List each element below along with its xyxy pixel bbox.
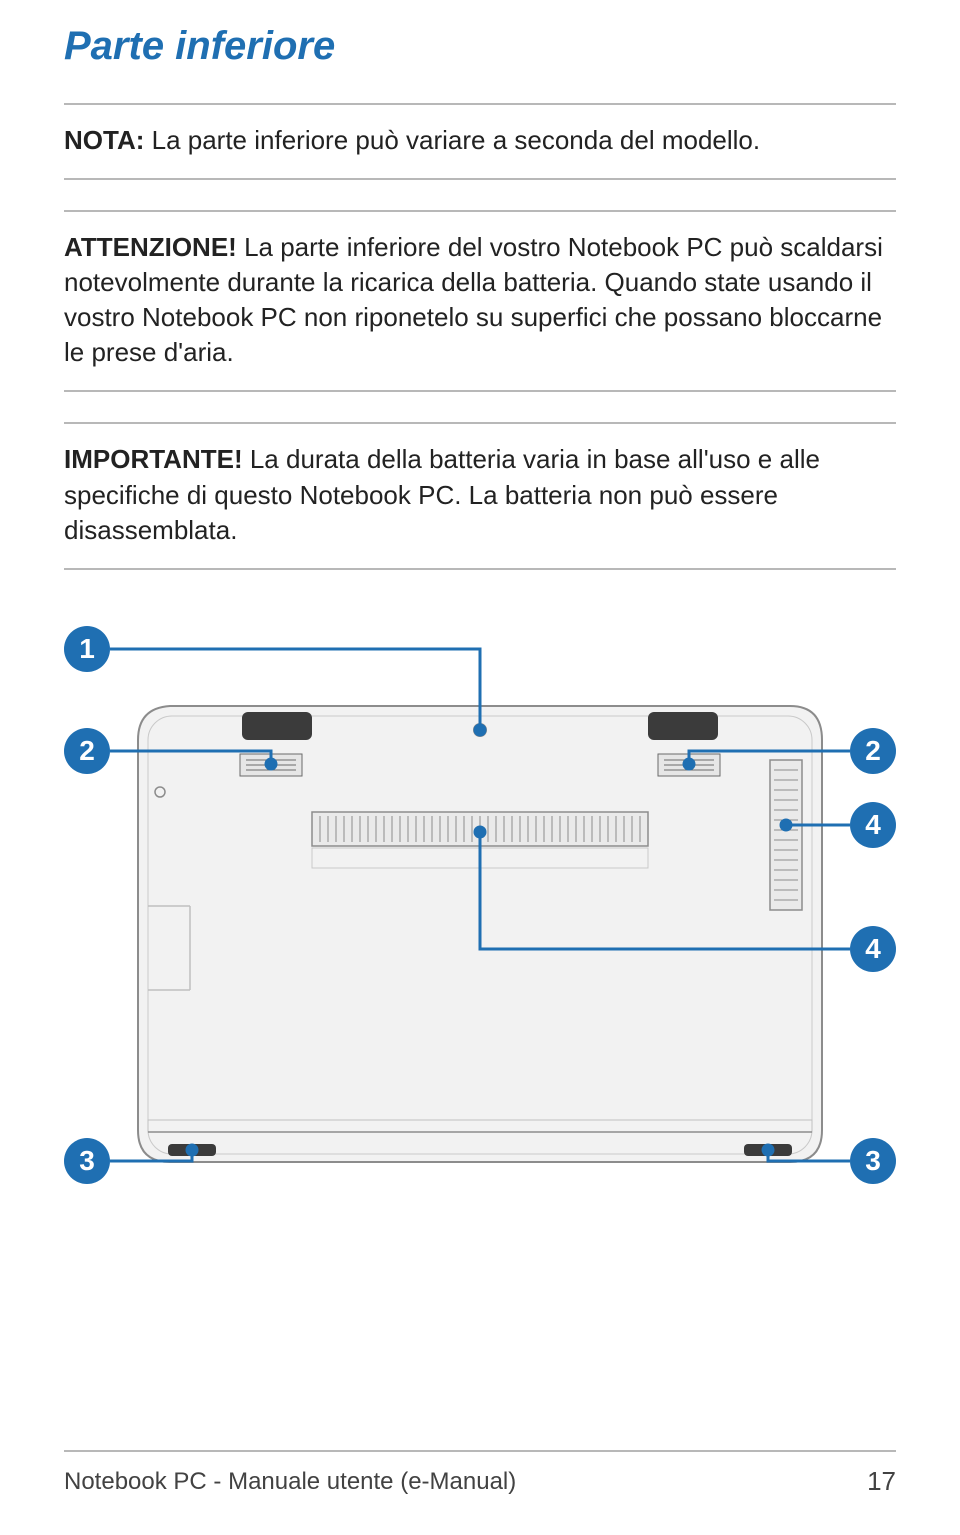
nota-block: NOTA: La parte inferiore può variare a s… xyxy=(64,103,896,180)
nota-text: NOTA: La parte inferiore può variare a s… xyxy=(64,123,896,158)
nota-label: NOTA: xyxy=(64,125,144,155)
footer-text: Notebook PC - Manuale utente (e-Manual) xyxy=(64,1468,516,1496)
callout-lines xyxy=(64,626,896,1226)
footer-page-number: 17 xyxy=(867,1466,896,1497)
attenzione-label: ATTENZIONE! xyxy=(64,232,237,262)
importante-block: IMPORTANTE! La durata della batteria var… xyxy=(64,422,896,569)
nota-body: La parte inferiore può variare a seconda… xyxy=(144,125,760,155)
attenzione-text: ATTENZIONE! La parte inferiore del vostr… xyxy=(64,230,896,370)
attenzione-block: ATTENZIONE! La parte inferiore del vostr… xyxy=(64,210,896,392)
importante-text: IMPORTANTE! La durata della batteria var… xyxy=(64,442,896,547)
diagram: 1 2 3 2 4 4 3 xyxy=(64,626,896,1226)
footer: Notebook PC - Manuale utente (e-Manual) … xyxy=(64,1450,896,1497)
page-title: Parte inferiore xyxy=(64,24,896,69)
importante-label: IMPORTANTE! xyxy=(64,444,243,474)
